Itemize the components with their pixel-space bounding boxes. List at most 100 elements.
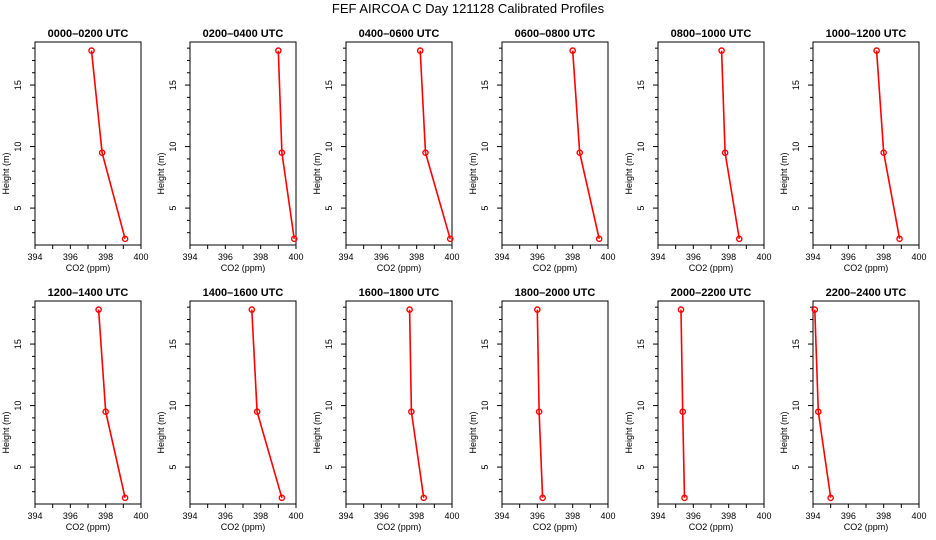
x-tick-label: 400	[756, 511, 771, 521]
panel-title: 1600–1800 UTC	[359, 287, 440, 299]
x-tick-label: 396	[63, 252, 78, 262]
profile-point	[408, 408, 415, 416]
y-axis-label: Height (m)	[779, 411, 789, 453]
profile-point	[253, 408, 261, 416]
y-tick-label: 5	[791, 465, 801, 470]
x-tick-label: 398	[565, 511, 580, 521]
x-tick-label: 394	[27, 252, 42, 262]
panel-1: 0000–0200 UTC 394 396 398 400 5 10 15 CO2 (ppm) H…	[1, 28, 149, 273]
plot-frame	[657, 41, 765, 246]
profile-point	[278, 494, 286, 502]
plot-frame	[189, 41, 297, 246]
plot-frame	[812, 300, 920, 505]
x-tick-label: 394	[338, 252, 353, 262]
panel-title: 0000–0200 UTC	[48, 28, 129, 40]
y-axis-label: Height (m)	[1, 411, 11, 453]
y-tick-label: 10	[168, 401, 178, 411]
y-tick-label: 5	[168, 206, 178, 211]
profile-line	[419, 50, 451, 240]
x-tick-label: 398	[876, 252, 891, 262]
y-tick-label: 10	[480, 142, 490, 152]
plot-frame	[345, 41, 453, 246]
profile-point	[718, 47, 725, 54]
y-tick-label: 10	[480, 401, 490, 411]
x-tick-label: 396	[686, 252, 701, 262]
y-axis-label: Height (m)	[312, 411, 322, 453]
x-axis-label: CO2 (ppm)	[221, 263, 266, 273]
x-tick-label: 398	[721, 511, 736, 521]
profile-point	[811, 306, 819, 313]
x-tick-label: 394	[494, 511, 509, 521]
x-tick-label: 398	[253, 252, 268, 262]
panel-title: 1800–2000 UTC	[515, 287, 596, 299]
panel-10: 1800–2000 UTC 394 396 398 400 5 10 15 CO2 (ppm) H…	[468, 287, 616, 532]
x-tick-label: 400	[133, 511, 148, 521]
panel-2: 0200–0400 UTC 394 396 398 400 5 10 15 CO2 (ppm) H…	[156, 28, 304, 273]
panel-9: 1600–1800 UTC 394 396 398 400 5 10 15 CO2 (ppm) H…	[312, 287, 460, 532]
plot-frame	[34, 41, 142, 246]
x-tick-label: 398	[409, 252, 424, 262]
y-axis-label: Height (m)	[468, 152, 478, 194]
x-tick-label: 400	[444, 511, 459, 521]
x-tick-label: 400	[756, 252, 771, 262]
y-tick-label: 10	[636, 401, 646, 411]
panel-title: 0200–0400 UTC	[203, 28, 284, 40]
x-tick-label: 394	[805, 252, 820, 262]
plot-frame	[657, 300, 765, 505]
y-tick-label: 15	[324, 80, 334, 90]
x-tick-label: 398	[253, 511, 268, 521]
y-axis-label: Height (m)	[624, 411, 634, 453]
x-tick-label: 396	[841, 511, 856, 521]
y-axis-label: Height (m)	[779, 152, 789, 194]
x-tick-label: 396	[686, 511, 701, 521]
x-axis-label: CO2 (ppm)	[221, 522, 266, 532]
profile-point	[679, 408, 687, 416]
profile-line	[97, 309, 126, 498]
panel-title: 2200–2400 UTC	[826, 287, 907, 299]
panel-title: 2000–2200 UTC	[671, 287, 752, 299]
y-tick-label: 5	[636, 465, 646, 470]
panel-title: 0800–1000 UTC	[671, 28, 752, 40]
x-axis-label: CO2 (ppm)	[844, 522, 889, 532]
y-tick-label: 15	[636, 80, 646, 90]
profile-point	[539, 494, 546, 502]
x-tick-label: 400	[600, 511, 615, 521]
y-axis-label: Height (m)	[156, 411, 166, 453]
x-tick-label: 398	[98, 511, 113, 521]
x-tick-label: 400	[288, 252, 303, 262]
profile-line	[536, 309, 544, 498]
x-axis-label: CO2 (ppm)	[66, 263, 111, 273]
profile-point	[681, 494, 688, 502]
profile-line	[251, 309, 283, 499]
profile-point	[88, 47, 95, 54]
x-axis-label: CO2 (ppm)	[377, 263, 422, 273]
panel-title: 0400–0600 UTC	[359, 28, 440, 40]
y-tick-label: 10	[13, 142, 23, 152]
plot-frame	[345, 300, 453, 505]
x-axis-label: CO2 (ppm)	[689, 522, 734, 532]
profile-line	[720, 50, 741, 239]
x-axis-label: CO2 (ppm)	[533, 522, 578, 532]
y-tick-label: 5	[324, 465, 334, 470]
y-tick-label: 5	[480, 465, 490, 470]
x-tick-label: 396	[63, 511, 78, 521]
profile-point	[815, 408, 822, 416]
panel-11: 2000–2200 UTC 394 396 398 400 5 10 15 CO2 (ppm) H…	[624, 287, 772, 532]
x-axis-label: CO2 (ppm)	[377, 522, 422, 532]
x-tick-label: 394	[338, 511, 353, 521]
x-tick-label: 394	[182, 511, 197, 521]
x-tick-label: 394	[27, 511, 42, 521]
panel-title: 0600–0800 UTC	[515, 28, 596, 40]
profile-point	[735, 235, 743, 243]
x-axis-label: CO2 (ppm)	[66, 522, 111, 532]
x-tick-label: 400	[133, 252, 148, 262]
profile-point	[275, 47, 282, 54]
y-axis-label: Height (m)	[1, 152, 11, 194]
x-tick-label: 398	[98, 252, 113, 262]
x-tick-label: 400	[600, 252, 615, 262]
y-tick-label: 10	[324, 401, 334, 411]
y-axis-label: Height (m)	[624, 152, 634, 194]
y-tick-label: 5	[13, 206, 23, 211]
x-tick-label: 394	[650, 511, 665, 521]
profile-point	[827, 494, 834, 502]
